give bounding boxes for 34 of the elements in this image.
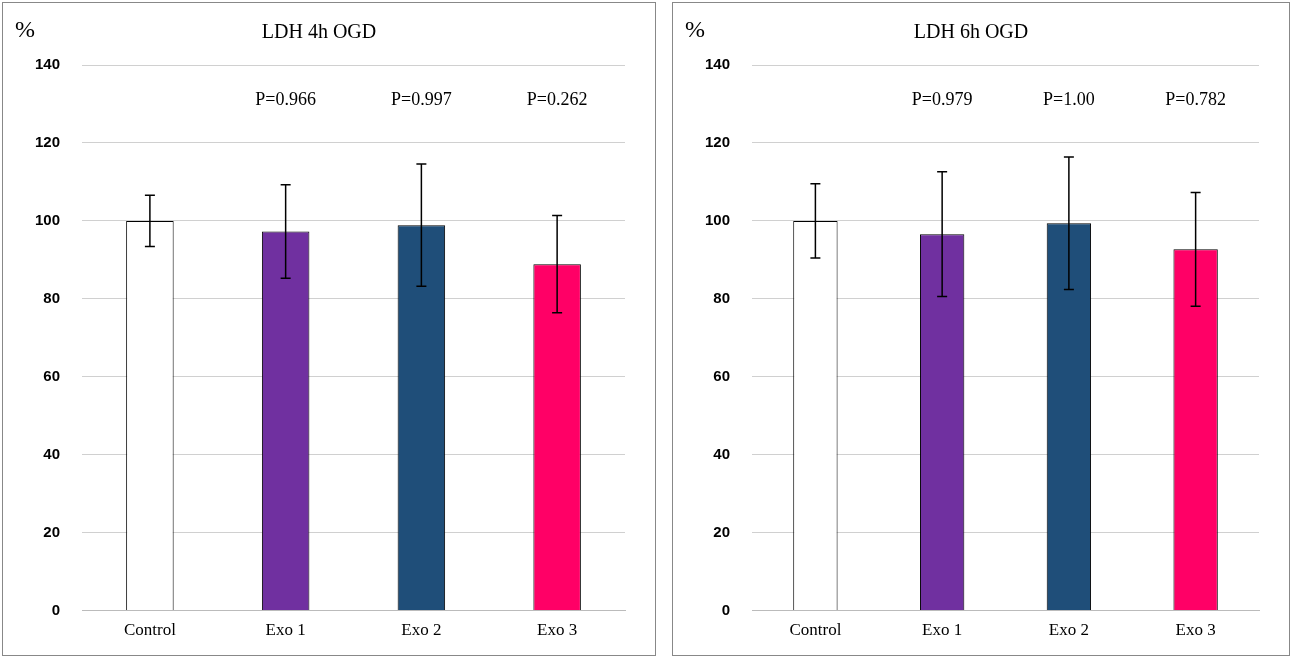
annotation: P=0.782 [1165,88,1226,109]
x-tick-label: Exo 1 [922,620,963,640]
y-tick-label: 60 [43,366,61,384]
y-tick-label: 80 [43,288,61,306]
y-tick-label: 40 [43,444,61,462]
chart-title: LDH 6h OGD [913,20,1029,43]
y-tick-label: 0 [721,600,731,618]
annotation: P=0.966 [255,88,316,109]
y-tick-label: 100 [705,211,731,229]
y-tick-label: 20 [43,522,61,540]
annotation: P=0.997 [391,88,452,109]
x-tick-label: Exo 3 [537,620,578,640]
y-tick-label: 140 [705,55,731,73]
y-tick-label: 120 [35,133,61,151]
x-tick-label: Control [789,620,842,640]
y-tick-label: 40 [713,444,731,462]
y-tick-label: 20 [713,522,731,540]
x-tick-label: Exo 2 [401,620,442,640]
x-tick-label: Control [123,620,177,640]
annotation: P=1.00 [1043,88,1095,109]
y-tick-label: 100 [35,211,61,229]
y-tick-label: 80 [713,288,731,306]
y-tick-label: 0 [51,600,61,618]
y-tick-label: 140 [35,55,61,73]
x-tick-label: Exo 1 [265,620,306,640]
y-tick-label: 60 [713,366,731,384]
y-axis-title: % [15,16,35,43]
x-tick-label: Exo 3 [1175,620,1216,640]
chart-title: LDH 4h OGD [261,20,377,43]
annotation: P=0.262 [526,88,588,109]
x-tick-label: Exo 2 [1048,620,1089,640]
annotation: P=0.979 [911,88,973,109]
y-tick-label: 120 [705,133,731,151]
y-axis-title: % [685,16,705,43]
